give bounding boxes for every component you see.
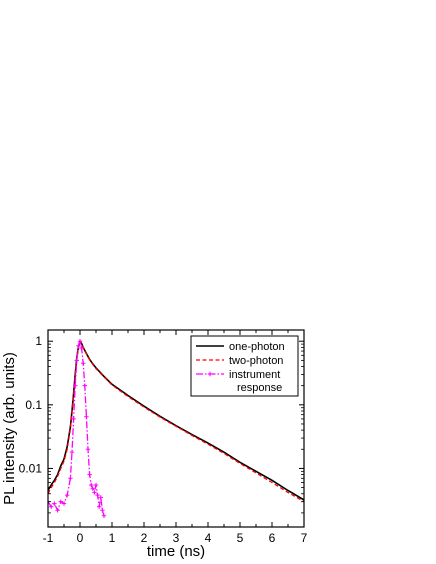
- y-axis-label: PL intensity (arb. units): [1, 352, 18, 505]
- data-point-instrument-response: [58, 499, 63, 504]
- data-point-instrument-response: [87, 472, 92, 477]
- x-tick-label: 5: [237, 531, 244, 545]
- data-point-instrument-response: [71, 416, 76, 422]
- data-point-instrument-response: [92, 490, 97, 495]
- x-tick-label: 3: [173, 531, 180, 545]
- x-tick-label: 0: [77, 531, 84, 545]
- data-point-instrument-response: [77, 339, 83, 344]
- data-point-instrument-response: [82, 383, 87, 388]
- data-point-instrument-response: [100, 508, 105, 513]
- data-point-instrument-response: [93, 482, 99, 488]
- data-point-instrument-response: [95, 492, 100, 498]
- series-line-one-photon: [48, 339, 304, 501]
- data-point-instrument-response: [98, 495, 103, 500]
- legend: one-photon two-photon instrument respons…: [190, 335, 299, 397]
- data-point-instrument-response: [81, 361, 86, 366]
- data-point-instrument-response: [73, 383, 78, 388]
- x-tick-label: 6: [269, 531, 276, 545]
- x-axis-label: time (ns): [147, 543, 205, 560]
- data-point-instrument-response: [69, 449, 75, 455]
- data-point-instrument-response: [52, 501, 57, 506]
- plot-content: [48, 338, 304, 518]
- data-point-instrument-response: [97, 504, 102, 509]
- legend-marker-instrument-response: [207, 371, 213, 377]
- y-tick-label: 0.01: [19, 461, 43, 475]
- x-tick-label: 2: [141, 531, 148, 545]
- data-point-instrument-response: [90, 486, 95, 491]
- x-tick-label: 1: [109, 531, 116, 545]
- y-tick-label: 1: [35, 334, 42, 348]
- y-tick-label: 0.1: [25, 398, 42, 412]
- data-point-instrument-response: [84, 414, 89, 419]
- data-point-instrument-response: [74, 358, 79, 363]
- data-point-instrument-response: [61, 501, 67, 506]
- x-tick-label: -1: [43, 531, 54, 545]
- data-point-instrument-response: [65, 492, 70, 498]
- axis-ticks: -1 0 1 2 3 4 5 6 7 0.01 0.1 1: [19, 330, 308, 545]
- legend-label-instrument: instrument: [229, 369, 280, 381]
- legend-label-one-photon: one-photon: [229, 341, 285, 353]
- data-point-instrument-response: [85, 447, 91, 452]
- data-point-instrument-response: [89, 482, 94, 488]
- series-line-two-photon: [48, 339, 304, 503]
- x-tick-label: 7: [301, 531, 308, 545]
- x-tick-label: 4: [205, 531, 212, 545]
- data-point-instrument-response: [55, 508, 60, 513]
- data-point-instrument-response: [79, 345, 84, 351]
- data-point-instrument-response: [49, 504, 54, 509]
- data-point-instrument-response: [68, 476, 73, 481]
- data-point-instrument-response: [76, 343, 81, 348]
- legend-label-response: response: [237, 382, 282, 394]
- legend-label-two-photon: two-photon: [229, 355, 283, 367]
- data-point-instrument-response: [101, 513, 107, 518]
